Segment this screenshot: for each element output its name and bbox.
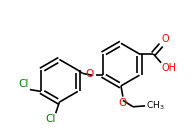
Text: O: O bbox=[162, 34, 170, 44]
Text: O: O bbox=[86, 69, 94, 80]
Text: O: O bbox=[119, 98, 127, 108]
Text: CH$_3$: CH$_3$ bbox=[146, 100, 164, 112]
Text: Cl: Cl bbox=[19, 79, 29, 89]
Text: OH: OH bbox=[162, 63, 177, 73]
Text: Cl: Cl bbox=[45, 114, 55, 124]
